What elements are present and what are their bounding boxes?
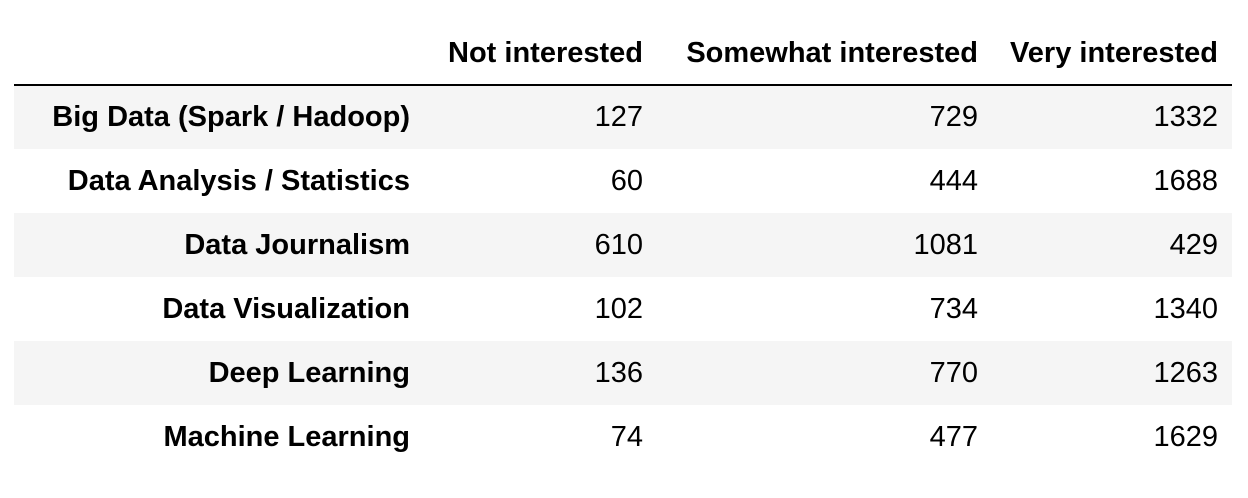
table-row: Data Visualization 102 734 1340 — [14, 277, 1232, 341]
table-row: Data Analysis / Statistics 60 444 1688 — [14, 149, 1232, 213]
cell-very-interested: 1340 — [1153, 292, 1218, 325]
table-header: Not interested Somewhat interested Very … — [14, 22, 1232, 86]
cell-somewhat-interested: 770 — [929, 356, 978, 389]
row-label: Big Data (Spark / Hadoop) — [52, 101, 410, 133]
cell-very-interested: 1332 — [1153, 101, 1218, 133]
header-row: Not interested Somewhat interested Very … — [14, 22, 1232, 86]
cell-somewhat-interested: 444 — [929, 164, 978, 197]
row-label: Machine Learning — [163, 420, 410, 453]
cell-somewhat-interested: 729 — [929, 101, 978, 133]
table-row: Data Journalism 610 1081 429 — [14, 213, 1232, 277]
index-header — [14, 22, 420, 86]
dataframe-table-container: Not interested Somewhat interested Very … — [14, 22, 1232, 469]
cell-very-interested: 1688 — [1153, 164, 1218, 197]
cell-not-interested: 127 — [594, 101, 643, 133]
cell-not-interested: 610 — [594, 228, 643, 261]
cell-very-interested: 1263 — [1153, 356, 1218, 389]
cell-very-interested: 1629 — [1153, 420, 1218, 453]
column-header-somewhat-interested: Somewhat interested — [657, 22, 992, 86]
row-label: Deep Learning — [208, 356, 410, 389]
row-label: Data Visualization — [162, 292, 410, 325]
table-body: Big Data (Spark / Hadoop) 127 729 1332 D… — [14, 85, 1232, 469]
table-row: Big Data (Spark / Hadoop) 127 729 1332 — [14, 85, 1232, 149]
column-header-very-interested: Very interested — [992, 22, 1232, 86]
cell-not-interested: 102 — [594, 292, 643, 325]
row-label: Data Analysis / Statistics — [67, 164, 410, 197]
row-label: Data Journalism — [184, 228, 410, 261]
table-row: Deep Learning 136 770 1263 — [14, 341, 1232, 405]
cell-somewhat-interested: 477 — [929, 420, 978, 453]
dataframe-table: Not interested Somewhat interested Very … — [14, 22, 1232, 469]
cell-not-interested: 74 — [610, 420, 643, 453]
cell-somewhat-interested: 734 — [929, 292, 978, 325]
cell-very-interested: 429 — [1169, 228, 1218, 261]
column-header-not-interested: Not interested — [420, 22, 657, 86]
table-row: Machine Learning 74 477 1629 — [14, 405, 1232, 469]
cell-not-interested: 136 — [594, 356, 643, 389]
cell-somewhat-interested: 1081 — [913, 228, 978, 261]
cell-not-interested: 60 — [610, 164, 643, 197]
